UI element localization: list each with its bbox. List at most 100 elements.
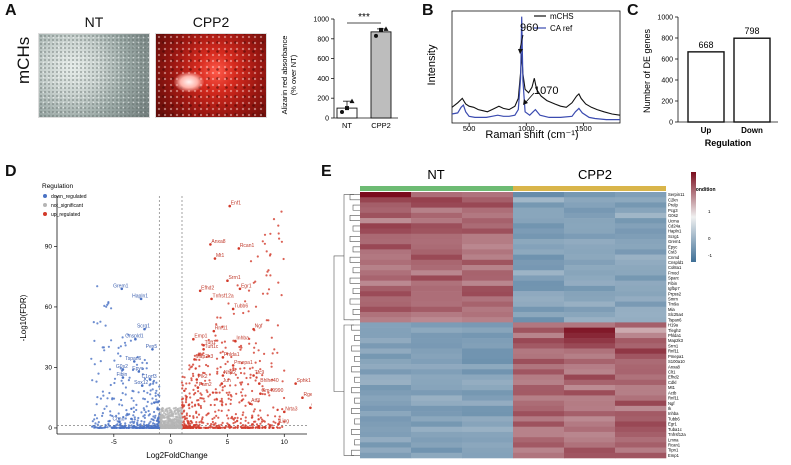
heatmap-cell	[411, 343, 463, 349]
volcano-point	[205, 389, 208, 392]
image-label-nt: NT	[84, 14, 104, 30]
volcano-point	[158, 412, 161, 416]
heatmap-cell	[513, 296, 565, 302]
volcano-point	[167, 425, 170, 428]
heatmap-gene-label: Prelp	[668, 203, 678, 208]
volcano-point	[146, 400, 149, 403]
volcano-point	[158, 409, 161, 412]
volcano-gene-label-up: Nrta3	[285, 406, 297, 412]
volcano-gene-point	[248, 402, 252, 406]
heatmap-gene-label: Col8a1	[668, 265, 682, 270]
de-ytick-label: 1000	[657, 15, 673, 22]
heatmap-cell	[411, 369, 463, 375]
volcano-point	[207, 355, 211, 358]
heatmap-cell	[513, 322, 565, 328]
heatmap-cell	[564, 249, 616, 255]
raman-xtick-label: 1000	[518, 124, 535, 133]
volcano-point	[127, 379, 130, 382]
volcano-point	[96, 423, 99, 426]
heatmap-cell	[615, 265, 667, 271]
alizarin-bar-chart: Alizarin red absorbance (% over NT) 0 200…	[280, 12, 398, 130]
volcano-gene-point	[231, 364, 235, 367]
volcano-gene-label-down: C1orf3	[142, 374, 157, 380]
volcano-point	[143, 358, 146, 362]
volcano-gene-point	[221, 374, 225, 377]
heatmap-cell	[513, 265, 565, 271]
volcano-legend-swatch	[43, 203, 47, 207]
volcano-point	[157, 400, 160, 403]
heatmap-cell	[564, 322, 616, 328]
heatmap-cell	[564, 228, 616, 235]
heatmap-cell	[462, 265, 514, 271]
volcano-point	[94, 422, 97, 425]
volcano-point	[103, 349, 106, 352]
volcano-point	[155, 381, 158, 384]
heatmap-gene-label: Hapln1	[668, 229, 682, 234]
volcano-point	[280, 240, 283, 243]
heatmap-cell	[462, 259, 514, 266]
heatmap-cell	[513, 437, 565, 443]
volcano-point	[195, 381, 198, 384]
volcano-point	[152, 419, 155, 422]
volcano-point	[185, 414, 188, 417]
heatmap-cell	[360, 306, 412, 313]
heatmap-gene-label: Cd24a	[668, 223, 681, 228]
volcano-point	[183, 409, 186, 412]
volcano-point	[123, 426, 126, 429]
heatmap-gene-label: Efhd2	[668, 375, 680, 380]
volcano-point	[248, 337, 251, 340]
volcano-point	[201, 353, 204, 356]
dendrogram-branch	[352, 246, 360, 253]
volcano-point	[220, 341, 224, 344]
heatmap-gene-label: C2kn	[668, 197, 678, 202]
heatmap-cell	[462, 244, 514, 250]
volcano-point	[274, 415, 277, 418]
volcano-point	[243, 367, 246, 370]
volcano-point	[221, 389, 224, 392]
heatmap-cell	[411, 390, 463, 396]
heatmap-cell	[615, 431, 667, 438]
volcano-point	[190, 401, 194, 404]
volcano-gene-label-down: Sox12	[134, 380, 148, 386]
volcano-point	[190, 379, 193, 382]
volcano-gene-label-up: Tnfrsf12a	[213, 293, 234, 299]
heatmap-cell	[564, 426, 616, 433]
volcano-point	[216, 339, 219, 342]
volcano-point	[151, 388, 154, 391]
volcano-point	[111, 414, 114, 418]
volcano-point	[244, 300, 247, 303]
volcano-point	[240, 346, 243, 349]
volcano-point	[200, 420, 203, 423]
panel-label-c: C	[627, 2, 639, 19]
volcano-point	[269, 253, 272, 256]
heatmap-cell	[615, 353, 667, 360]
heatmap-cell	[564, 405, 616, 412]
volcano-point	[225, 414, 229, 417]
heatmap-gene-label: Tipn1	[668, 448, 679, 453]
heatmap-cell	[462, 238, 514, 245]
volcano-point	[211, 417, 214, 421]
volcano-point	[197, 413, 201, 416]
heatmap-cell	[411, 395, 463, 401]
volcano-point	[232, 369, 235, 372]
volcano-point	[247, 310, 250, 313]
volcano-point	[155, 389, 158, 392]
volcano-point	[111, 426, 114, 429]
volcano-point	[147, 409, 150, 413]
volcano-gene-point	[226, 279, 229, 283]
volcano-point	[154, 392, 157, 395]
volcano-point	[128, 376, 131, 379]
volcano-point	[219, 351, 222, 354]
heatmap-cell	[411, 296, 463, 302]
volcano-point	[252, 410, 255, 413]
panel-label-e: E	[321, 163, 332, 180]
heatmap-cell	[615, 223, 667, 229]
volcano-point	[121, 382, 125, 385]
volcano-point	[251, 423, 254, 426]
volcano-point	[192, 393, 196, 396]
volcano-point	[195, 426, 198, 429]
volcano-point	[242, 398, 245, 401]
heatmap-cell	[513, 431, 565, 438]
volcano-point	[94, 426, 97, 429]
volcano-point	[187, 426, 190, 429]
